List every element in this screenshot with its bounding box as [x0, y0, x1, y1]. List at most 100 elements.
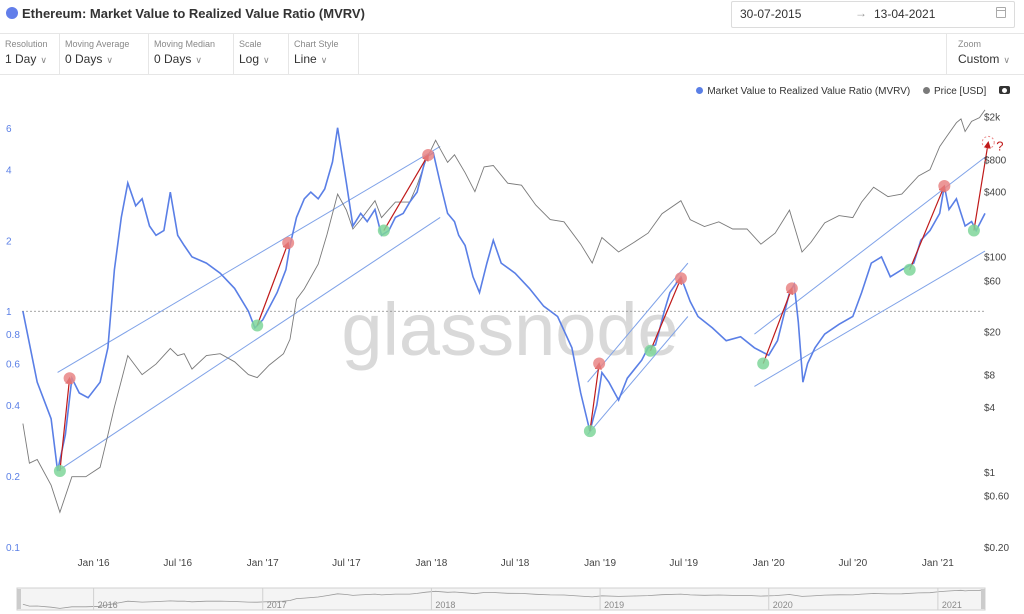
moving-median-label: Moving Median — [154, 39, 216, 49]
cycle-arrow-6 — [762, 287, 794, 364]
chevron-down-icon: ∨ — [263, 55, 270, 65]
legend-item-mvrv[interactable]: Market Value to Realized Value Ratio (MV… — [696, 86, 910, 97]
y-tick-right-6: $20 — [984, 328, 1001, 339]
legend-item-price[interactable]: Price [USD] — [922, 86, 987, 97]
x-tick-11: Jan '21 — [922, 558, 954, 569]
ethereum-icon — [6, 7, 18, 19]
resolution-select[interactable]: Resolution 1 Day ∨ — [0, 34, 60, 74]
watermark: glassnode — [341, 288, 678, 371]
chart-title: Ethereum: Market Value to Realized Value… — [6, 6, 365, 21]
y-tick-right-4: $100 — [984, 252, 1007, 263]
chart-controls: Resolution 1 Day ∨ Moving Average 0 Days ∨… — [0, 33, 1024, 75]
y-tick-left-1: 6 — [6, 124, 12, 135]
x-tick-8: Jul '19 — [669, 558, 698, 569]
question-annotation: ? — [996, 138, 1003, 153]
legend-label-price: Price [USD] — [933, 86, 987, 97]
arrow-right-icon: → — [855, 6, 867, 20]
date-end-input[interactable]: 13-04-2021 — [874, 7, 936, 21]
y-tick-left-9: 0.1 — [6, 543, 20, 554]
bottom-marker-1 — [53, 465, 66, 478]
chart-style-select[interactable]: Chart Style Line ∨ — [289, 34, 359, 74]
y-tick-right-11: $0.20 — [984, 543, 1009, 554]
navigator-tick-1: 2016 — [98, 600, 118, 610]
y-tick-right-1: $2k — [984, 112, 1001, 123]
resolution-value: 1 Day — [5, 52, 37, 66]
top-marker-6 — [785, 282, 798, 295]
moving-median-select[interactable]: Moving Median 0 Days ∨ — [149, 34, 234, 74]
y-tick-left-2: 4 — [6, 165, 12, 176]
bottom-marker-8 — [967, 224, 980, 237]
y-axis-left: 6 4 2 1 0.8 0.6 0.4 0.2 0.1 — [6, 124, 20, 554]
cycle-arrow-4 — [589, 362, 602, 432]
y-tick-right-5: $60 — [984, 276, 1001, 287]
moving-average-value: 0 Days — [65, 52, 103, 66]
bottom-marker-3 — [377, 224, 390, 237]
y-tick-left-4: 1 — [6, 307, 12, 318]
navigator-handle-right[interactable] — [981, 589, 985, 609]
cycle-arrow-2 — [256, 241, 290, 326]
y-tick-right-7: $8 — [984, 371, 996, 382]
calendar-icon[interactable] — [996, 7, 1006, 18]
cycle-arrow-3 — [383, 153, 429, 231]
x-tick-2: Jul '16 — [163, 558, 192, 569]
moving-median-value: 0 Days — [154, 52, 192, 66]
top-marker-5 — [674, 272, 687, 285]
chevron-down-icon: ∨ — [106, 55, 113, 65]
legend-label-mvrv: Market Value to Realized Value Ratio (MV… — [707, 86, 911, 97]
resolution-label: Resolution — [5, 39, 48, 49]
channel-upper-line-3 — [754, 156, 986, 335]
zoom-select[interactable]: Zoom Custom ∨ — [946, 34, 1024, 74]
x-axis: Jan '16 Jul '16 Jan '17 Jul '17 Jan '18 Jul '… — [78, 558, 955, 569]
y-tick-left-7: 0.4 — [6, 401, 20, 412]
navigator-tick-3: 2018 — [435, 600, 455, 610]
mvrv-series-line[interactable] — [22, 127, 986, 472]
moving-average-label: Moving Average — [65, 39, 130, 49]
bottom-marker-4 — [583, 425, 596, 438]
markers — [53, 135, 995, 478]
navigator-tick-4: 2019 — [604, 600, 624, 610]
x-tick-10: Jul '20 — [839, 558, 868, 569]
chart-style-value: Line — [294, 52, 317, 66]
scale-select[interactable]: Scale Log ∨ — [234, 34, 289, 74]
top-marker-4 — [593, 357, 606, 370]
cycle-arrow-5 — [649, 276, 683, 351]
cycle-arrow-8 — [973, 141, 991, 231]
channel-upper-line-1 — [57, 146, 441, 373]
navigator-track[interactable] — [16, 587, 986, 611]
y-axis-right: $2k $800 $400 $100 $60 $20 $8 $4 $1 $0.60 $0.20 — [984, 112, 1009, 554]
camera-icon[interactable] — [999, 86, 1010, 94]
bottom-marker-5 — [644, 344, 657, 357]
price-series-line[interactable] — [22, 109, 986, 514]
legend-dot-mvrv — [696, 87, 704, 94]
arrows — [59, 141, 991, 472]
legend-dot-price — [922, 87, 930, 94]
navigator-handle-left[interactable] — [17, 589, 21, 609]
chart-header: Ethereum: Market Value to Realized Value… — [0, 0, 1024, 30]
zoom-value: Custom — [958, 52, 1000, 66]
x-tick-9: Jan '20 — [753, 558, 785, 569]
date-start-input[interactable]: 30-07-2015 — [740, 7, 802, 21]
cycle-arrow-7 — [909, 184, 946, 270]
navigator-price-line — [22, 589, 986, 609]
x-tick-6: Jul '18 — [501, 558, 530, 569]
moving-average-select[interactable]: Moving Average 0 Days ∨ — [60, 34, 149, 74]
x-tick-1: Jan '16 — [78, 558, 110, 569]
y-tick-left-5: 0.8 — [6, 330, 20, 341]
y-tick-right-3: $400 — [984, 188, 1007, 199]
y-tick-left-8: 0.2 — [6, 472, 20, 483]
y-tick-left-3: 2 — [6, 236, 12, 247]
cycle-arrow-1 — [59, 376, 73, 472]
bottom-marker-7 — [903, 263, 916, 276]
bottom-marker-2 — [251, 319, 264, 332]
chart-style-label: Chart Style — [294, 39, 339, 49]
channel-lower-line-3 — [754, 250, 986, 387]
chevron-down-icon: ∨ — [320, 55, 328, 65]
navigator[interactable]: 2016 2017 2018 2019 2020 2021 — [16, 587, 986, 611]
scale-value: Log — [239, 52, 260, 66]
zoom-label: Zoom — [958, 39, 982, 49]
x-tick-3: Jan '17 — [247, 558, 279, 569]
chevron-down-icon: ∨ — [195, 55, 202, 65]
date-range-picker[interactable]: 30-07-2015 → 13-04-2021 — [731, 1, 1015, 28]
top-marker-7 — [938, 179, 951, 192]
